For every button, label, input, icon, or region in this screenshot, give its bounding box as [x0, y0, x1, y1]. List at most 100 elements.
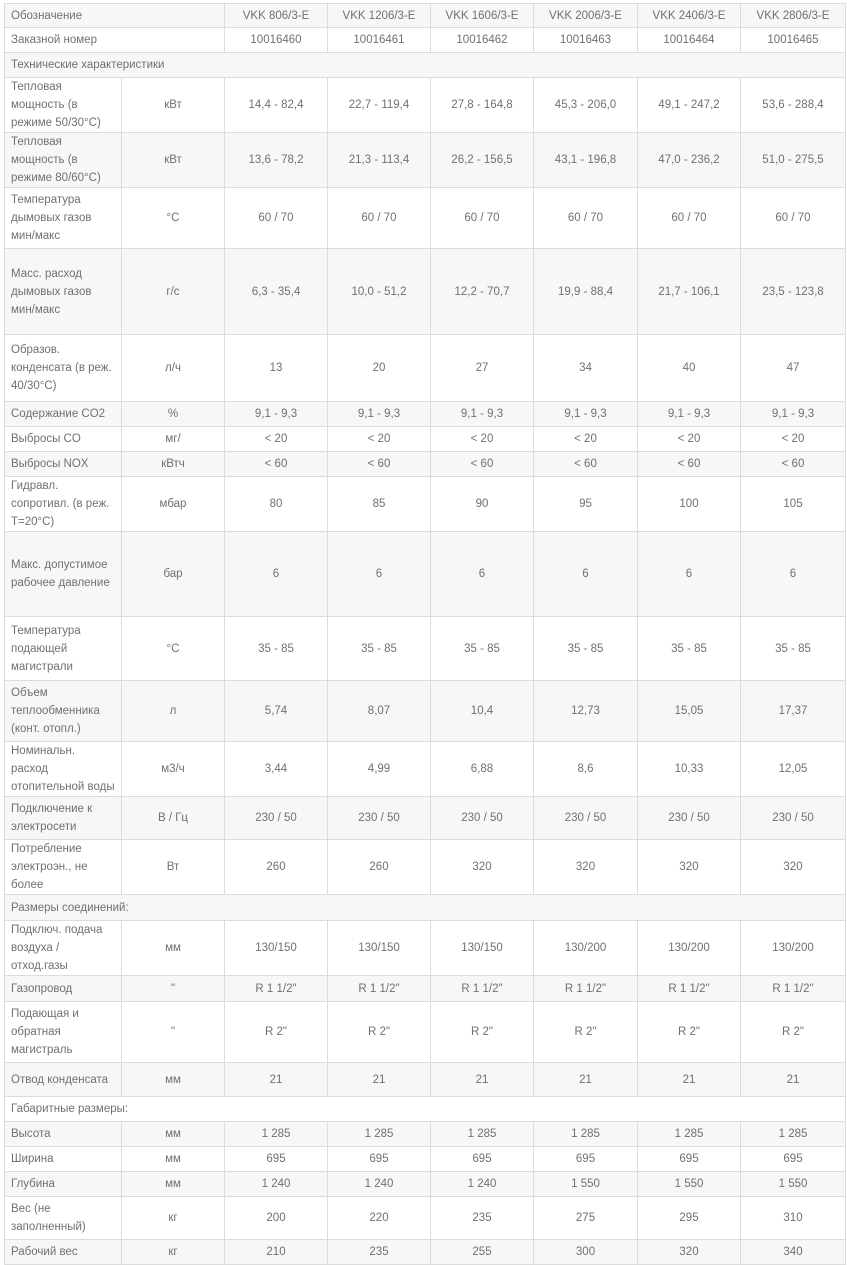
value-cell: < 60 — [533, 451, 638, 477]
value-cell: 1 550 — [533, 1171, 638, 1197]
value-cell: 6,88 — [430, 741, 534, 797]
table-row: Подключение к электросети В / Гц 230 / 50 2… — [4, 796, 846, 840]
value-cell: 1 240 — [224, 1171, 328, 1197]
value-cell: 105 — [740, 476, 846, 532]
value-cell: 230 / 50 — [740, 796, 846, 840]
value-cell: R 2" — [533, 1001, 638, 1063]
section-title: Технические характеристики — [4, 52, 846, 78]
param-label: Масс. расход дымовых газов мин/макс — [4, 248, 122, 335]
value-cell: 85 — [327, 476, 431, 532]
value-cell: < 20 — [740, 426, 846, 452]
value-cell: < 20 — [533, 426, 638, 452]
value-cell: 6,3 - 35,4 — [224, 248, 328, 335]
param-label: Газопровод — [4, 975, 122, 1002]
value-cell: R 1 1/2" — [533, 975, 638, 1002]
value-cell: 130/200 — [637, 920, 741, 976]
value-cell: 21,3 - 113,4 — [327, 132, 431, 188]
value-cell: 27 — [430, 334, 534, 402]
table-row: Масс. расход дымовых газов мин/макс г/с 6,… — [4, 248, 846, 335]
value-cell: 695 — [637, 1146, 741, 1172]
value-cell: 19,9 - 88,4 — [533, 248, 638, 335]
value-cell: 1 285 — [327, 1121, 431, 1147]
model-name: VKK 2006/3-E — [533, 3, 638, 28]
value-cell: 9,1 - 9,3 — [740, 401, 846, 427]
unit: кВт — [121, 132, 225, 188]
value-cell: < 60 — [430, 451, 534, 477]
value-cell: 15,05 — [637, 680, 741, 742]
value-cell: 230 / 50 — [224, 796, 328, 840]
value-cell: 235 — [327, 1239, 431, 1265]
value-cell: 295 — [637, 1196, 741, 1240]
unit: мм — [121, 1171, 225, 1197]
value-cell: 230 / 50 — [430, 796, 534, 840]
table-row: Выбросы CO мг/< 20 < 20 < 20 < 20 < 20 < 20 — [4, 426, 846, 452]
value-cell: 80 — [224, 476, 328, 532]
value-cell: 21 — [533, 1062, 638, 1097]
value-cell: 235 — [430, 1196, 534, 1240]
model-name: VKK 1206/3-E — [327, 3, 431, 28]
value-cell: 47 — [740, 334, 846, 402]
value-cell: 300 — [533, 1239, 638, 1265]
header-label: Обозначение — [4, 3, 225, 28]
value-cell: 695 — [430, 1146, 534, 1172]
value-cell: 3,44 — [224, 741, 328, 797]
value-cell: 1 240 — [430, 1171, 534, 1197]
value-cell: 255 — [430, 1239, 534, 1265]
value-cell: 4,99 — [327, 741, 431, 797]
table-row: Отвод конденсата мм 21 21 21 21 21 21 — [4, 1062, 846, 1097]
unit: " — [121, 1001, 225, 1063]
value-cell: < 20 — [224, 426, 328, 452]
value-cell: 230 / 50 — [533, 796, 638, 840]
param-label: Температура подающей магистрали — [4, 616, 122, 681]
unit: % — [121, 401, 225, 427]
value-cell: 320 — [533, 839, 638, 895]
section-header-row: Технические характеристики — [4, 52, 846, 78]
section-title: Габаритные размеры: — [4, 1096, 846, 1122]
value-cell: 1 550 — [637, 1171, 741, 1197]
value-cell: 695 — [327, 1146, 431, 1172]
value-cell: 230 / 50 — [327, 796, 431, 840]
value-cell: < 20 — [327, 426, 431, 452]
value-cell: 260 — [224, 839, 328, 895]
param-label: Объем теплообменника (конт. отопл.) — [4, 680, 122, 742]
value-cell: 695 — [533, 1146, 638, 1172]
value-cell: 8,6 — [533, 741, 638, 797]
value-cell: R 2" — [740, 1001, 846, 1063]
value-cell: 17,37 — [740, 680, 846, 742]
value-cell: R 2" — [637, 1001, 741, 1063]
value-cell: 60 / 70 — [327, 187, 431, 249]
param-label: Макс. допустимое рабочее давление — [4, 531, 122, 617]
value-cell: 130/150 — [430, 920, 534, 976]
value-cell: 1 285 — [224, 1121, 328, 1147]
value-cell: 230 / 50 — [637, 796, 741, 840]
value-cell: 9,1 - 9,3 — [533, 401, 638, 427]
model-name: VKK 2806/3-E — [740, 3, 846, 28]
value-cell: 60 / 70 — [740, 187, 846, 249]
value-cell: 130/200 — [533, 920, 638, 976]
param-label: Отвод конденсата — [4, 1062, 122, 1097]
value-cell: 21 — [740, 1062, 846, 1097]
value-cell: 35 - 85 — [740, 616, 846, 681]
value-cell: < 20 — [430, 426, 534, 452]
value-cell: 20 — [327, 334, 431, 402]
value-cell: 23,5 - 123,8 — [740, 248, 846, 335]
param-label: Рабочий вес — [4, 1239, 122, 1265]
table-row: Температура подающей магистрали °C 35 - 85… — [4, 616, 846, 681]
value-cell: < 20 — [637, 426, 741, 452]
param-label: Подключ. подача воздуха / отход.газы — [4, 920, 122, 976]
unit: кг — [121, 1239, 225, 1265]
param-label: Тепловая мощность (в режиме 80/60°C) — [4, 132, 122, 188]
param-label: Ширина — [4, 1146, 122, 1172]
param-label: Выбросы CO — [4, 426, 122, 452]
param-label: Подключение к электросети — [4, 796, 122, 840]
table-row: Рабочий вес кг 210 235 255 300 320 340 — [4, 1239, 846, 1265]
table-row: Тепловая мощность (в режиме 50/30°C) кВт 1… — [4, 77, 846, 133]
value-cell: 6 — [327, 531, 431, 617]
param-label: Температура дымовых газов мин/макс — [4, 187, 122, 249]
table-row: Температура дымовых газов мин/макс °C 60 /… — [4, 187, 846, 249]
value-cell: 1 285 — [533, 1121, 638, 1147]
param-label: Вес (не заполненный) — [4, 1196, 122, 1240]
value-cell: 51,0 - 275,5 — [740, 132, 846, 188]
value-cell: 35 - 85 — [327, 616, 431, 681]
value-cell: 26,2 - 156,5 — [430, 132, 534, 188]
